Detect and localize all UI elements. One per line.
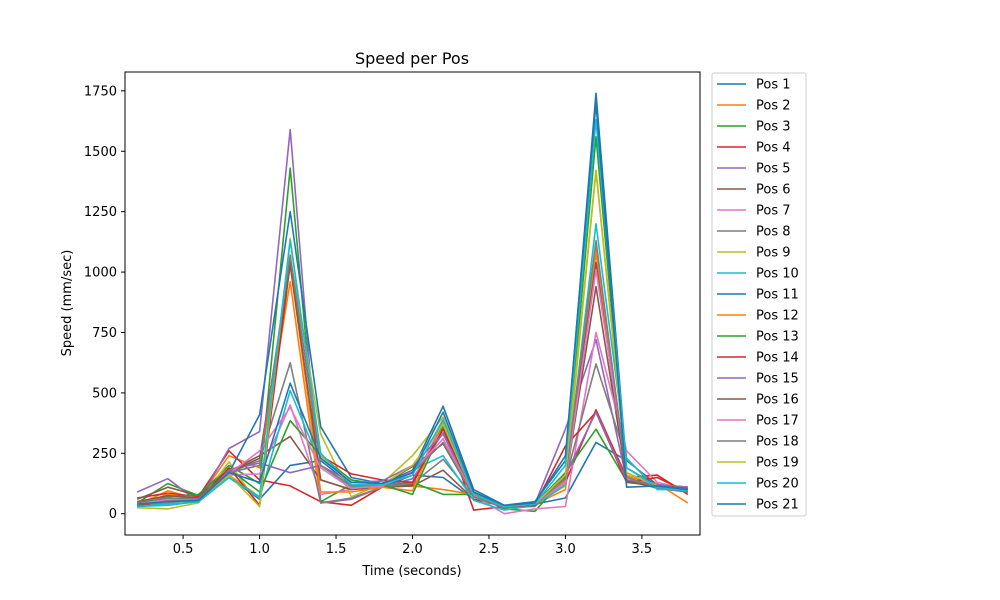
legend-label: Pos 14 bbox=[756, 351, 799, 366]
legend-label: Pos 19 bbox=[756, 456, 799, 471]
legend-label: Pos 1 bbox=[756, 78, 791, 93]
legend-label: Pos 8 bbox=[756, 225, 791, 240]
legend-label: Pos 11 bbox=[756, 288, 799, 303]
series-layer bbox=[136, 92, 689, 515]
legend-label: Pos 6 bbox=[756, 183, 791, 198]
legend-box bbox=[711, 72, 807, 517]
legend-label: Pos 16 bbox=[756, 393, 799, 408]
legend-label: Pos 18 bbox=[756, 435, 799, 450]
legend-label: Pos 10 bbox=[756, 267, 799, 282]
x-tick-label: 0.5 bbox=[173, 542, 194, 557]
x-tick-label: 1.0 bbox=[249, 542, 270, 557]
y-tick-label: 750 bbox=[92, 326, 117, 341]
series-line-pos-20 bbox=[137, 119, 688, 508]
chart-title: Speed per Pos bbox=[355, 49, 469, 68]
x-axis-label: Time (seconds) bbox=[361, 564, 461, 579]
y-tick-label: 250 bbox=[92, 447, 117, 462]
x-tick-label: 3.5 bbox=[632, 542, 653, 557]
legend-label: Pos 12 bbox=[756, 309, 799, 324]
x-tick-label: 1.5 bbox=[326, 542, 347, 557]
legend: Pos 1 Pos 2 Pos 3 Pos 4 Pos 5 Pos 6 Pos 7 Pos 8… bbox=[711, 72, 807, 517]
y-axis: 0 250 500 750 1000 1250 1500 1750 bbox=[84, 84, 125, 522]
series-line-pos-19 bbox=[137, 169, 688, 508]
y-tick-label: 1000 bbox=[84, 266, 117, 281]
y-axis-label: Speed (mm/sec) bbox=[60, 250, 75, 357]
y-tick-label: 1250 bbox=[84, 205, 117, 220]
legend-label: Pos 15 bbox=[756, 372, 799, 387]
legend-label: Pos 4 bbox=[756, 141, 791, 156]
legend-label: Pos 2 bbox=[756, 99, 791, 114]
x-tick-label: 3.0 bbox=[555, 542, 576, 557]
x-tick-label: 2.0 bbox=[402, 542, 423, 557]
y-tick-label: 1750 bbox=[84, 84, 117, 99]
legend-label: Pos 5 bbox=[756, 162, 791, 177]
x-tick-label: 2.5 bbox=[479, 542, 500, 557]
series-line-pos-5 bbox=[136, 128, 688, 508]
plot-area bbox=[124, 71, 701, 536]
legend-label: Pos 17 bbox=[756, 414, 799, 429]
y-tick-label: 0 bbox=[109, 507, 117, 522]
legend-label: Pos 3 bbox=[756, 120, 791, 135]
legend-label: Pos 9 bbox=[756, 246, 791, 261]
y-tick-label: 1500 bbox=[84, 145, 117, 160]
series-line-pos-4 bbox=[137, 408, 689, 511]
y-tick-label: 500 bbox=[92, 386, 117, 401]
legend-label: Pos 20 bbox=[756, 477, 799, 492]
legend-label: Pos 13 bbox=[756, 330, 799, 345]
x-axis: 0.5 1.0 1.5 2.0 2.5 3.0 3.5 bbox=[173, 535, 652, 557]
series-line-pos-21 bbox=[137, 102, 688, 507]
legend-items: Pos 1 Pos 2 Pos 3 Pos 4 Pos 5 Pos 6 Pos 7 Pos 8… bbox=[717, 78, 799, 513]
legend-label: Pos 7 bbox=[756, 204, 791, 219]
legend-label: Pos 21 bbox=[756, 498, 799, 513]
